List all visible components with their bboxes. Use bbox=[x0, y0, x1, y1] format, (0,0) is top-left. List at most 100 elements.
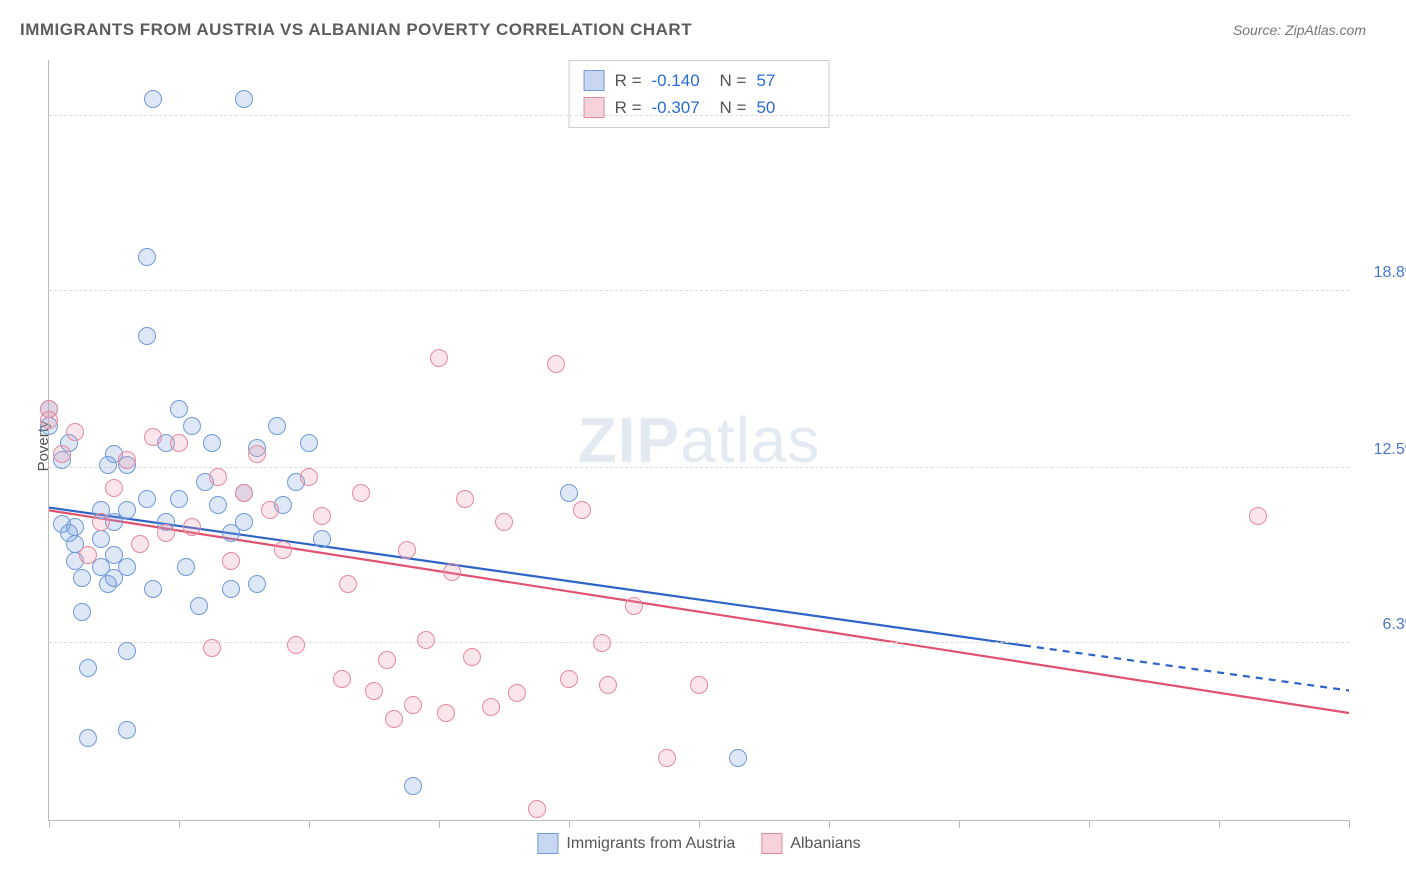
data-point-albanians bbox=[222, 552, 240, 570]
n-label: N = bbox=[720, 67, 747, 94]
chart-plot-area: ZIPatlas R =-0.140N =57R =-0.307N =50 Im… bbox=[48, 60, 1349, 821]
data-point-austria bbox=[73, 569, 91, 587]
r-value-austria: -0.140 bbox=[652, 67, 710, 94]
data-point-albanians bbox=[248, 445, 266, 463]
data-point-albanians bbox=[625, 597, 643, 615]
data-point-albanians bbox=[66, 423, 84, 441]
data-point-austria bbox=[177, 558, 195, 576]
data-point-albanians bbox=[573, 501, 591, 519]
y-tick-label: 6.3% bbox=[1359, 616, 1406, 634]
data-point-albanians bbox=[658, 749, 676, 767]
stats-legend-box: R =-0.140N =57R =-0.307N =50 bbox=[569, 60, 830, 128]
data-point-austria bbox=[138, 490, 156, 508]
data-point-austria bbox=[248, 575, 266, 593]
x-tick bbox=[179, 820, 180, 828]
data-point-austria bbox=[144, 90, 162, 108]
data-point-albanians bbox=[274, 541, 292, 559]
data-point-albanians bbox=[157, 524, 175, 542]
data-point-albanians bbox=[203, 639, 221, 657]
legend-swatch-austria bbox=[537, 833, 558, 854]
stats-row-austria: R =-0.140N =57 bbox=[584, 67, 815, 94]
data-point-albanians bbox=[404, 696, 422, 714]
legend-label-albanians: Albanians bbox=[790, 835, 860, 853]
grid-line bbox=[49, 642, 1349, 643]
chart-title: IMMIGRANTS FROM AUSTRIA VS ALBANIAN POVE… bbox=[20, 20, 692, 40]
y-tick-label: 12.5% bbox=[1359, 441, 1406, 459]
data-point-austria bbox=[138, 327, 156, 345]
data-point-albanians bbox=[599, 676, 617, 694]
data-point-austria bbox=[79, 729, 97, 747]
n-value-albanians: 50 bbox=[756, 94, 814, 121]
data-point-austria bbox=[203, 434, 221, 452]
data-point-austria bbox=[118, 642, 136, 660]
x-tick bbox=[1349, 820, 1350, 828]
x-tick bbox=[959, 820, 960, 828]
data-point-austria bbox=[144, 580, 162, 598]
grid-line bbox=[49, 290, 1349, 291]
stats-row-albanians: R =-0.307N =50 bbox=[584, 94, 815, 121]
data-point-austria bbox=[66, 518, 84, 536]
data-point-albanians bbox=[118, 451, 136, 469]
data-point-albanians bbox=[144, 428, 162, 446]
regression-line-dash-austria bbox=[1024, 645, 1349, 690]
data-point-austria bbox=[118, 721, 136, 739]
data-point-albanians bbox=[261, 501, 279, 519]
data-point-albanians bbox=[385, 710, 403, 728]
data-point-austria bbox=[313, 530, 331, 548]
data-point-albanians bbox=[528, 800, 546, 818]
data-point-albanians bbox=[560, 670, 578, 688]
r-label: R = bbox=[615, 67, 642, 94]
data-point-albanians bbox=[131, 535, 149, 553]
grid-line bbox=[49, 467, 1349, 468]
data-point-albanians bbox=[183, 518, 201, 536]
data-point-albanians bbox=[547, 355, 565, 373]
data-point-albanians bbox=[508, 684, 526, 702]
data-point-albanians bbox=[235, 484, 253, 502]
data-point-albanians bbox=[333, 670, 351, 688]
x-tick bbox=[699, 820, 700, 828]
data-point-austria bbox=[73, 603, 91, 621]
data-point-albanians bbox=[209, 468, 227, 486]
x-tick bbox=[49, 820, 50, 828]
legend-swatch-albanians bbox=[761, 833, 782, 854]
legend-item-albanians: Albanians bbox=[761, 833, 860, 854]
data-point-austria bbox=[222, 580, 240, 598]
data-point-albanians bbox=[170, 434, 188, 452]
data-point-albanians bbox=[417, 631, 435, 649]
data-point-austria bbox=[170, 490, 188, 508]
x-tick bbox=[1219, 820, 1220, 828]
x-tick bbox=[829, 820, 830, 828]
data-point-albanians bbox=[593, 634, 611, 652]
data-point-albanians bbox=[443, 563, 461, 581]
bottom-legend: Immigrants from Austria Albanians bbox=[537, 833, 860, 854]
data-point-albanians bbox=[690, 676, 708, 694]
data-point-albanians bbox=[378, 651, 396, 669]
stats-swatch-austria bbox=[584, 70, 605, 91]
data-point-albanians bbox=[53, 445, 71, 463]
data-point-austria bbox=[235, 513, 253, 531]
x-tick bbox=[439, 820, 440, 828]
data-point-albanians bbox=[365, 682, 383, 700]
legend-label-austria: Immigrants from Austria bbox=[566, 835, 735, 853]
x-tick bbox=[309, 820, 310, 828]
x-tick bbox=[569, 820, 570, 828]
data-point-albanians bbox=[482, 698, 500, 716]
data-point-albanians bbox=[398, 541, 416, 559]
data-point-albanians bbox=[300, 468, 318, 486]
data-point-albanians bbox=[437, 704, 455, 722]
source-attribution: Source: ZipAtlas.com bbox=[1233, 22, 1366, 38]
data-point-austria bbox=[138, 248, 156, 266]
data-point-austria bbox=[268, 417, 286, 435]
data-point-albanians bbox=[92, 513, 110, 531]
data-point-albanians bbox=[40, 411, 58, 429]
data-point-albanians bbox=[463, 648, 481, 666]
data-point-albanians bbox=[456, 490, 474, 508]
data-point-albanians bbox=[287, 636, 305, 654]
y-tick-label: 18.8% bbox=[1359, 264, 1406, 282]
data-point-austria bbox=[404, 777, 422, 795]
data-point-albanians bbox=[352, 484, 370, 502]
data-point-austria bbox=[92, 530, 110, 548]
data-point-albanians bbox=[430, 349, 448, 367]
x-tick bbox=[1089, 820, 1090, 828]
data-point-austria bbox=[183, 417, 201, 435]
